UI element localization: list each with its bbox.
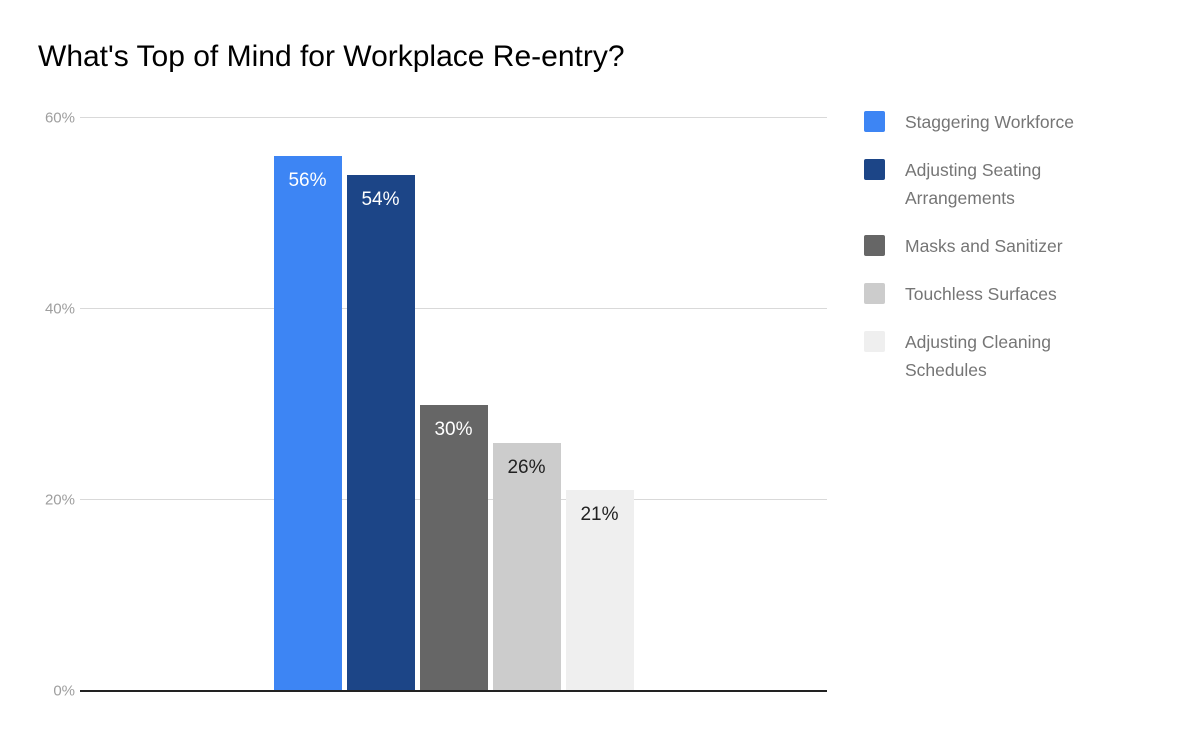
bars: 56% 54% 30% 26% 21% bbox=[80, 118, 827, 691]
legend-label-adjusting-seating-arrangements: Adjusting Seating Arrangements bbox=[905, 160, 1042, 208]
y-tick-label-20%: 20% bbox=[44, 491, 75, 509]
legend-item-masks-and-sanitizer: Masks and Sanitizer bbox=[864, 232, 1174, 260]
legend-swatch-icon-adjusting-seating-arrangements bbox=[864, 159, 885, 180]
bar-value-label-touchless-surfaces: 26% bbox=[507, 456, 546, 478]
legend: Staggering Workforce Adjusting Seating Ar… bbox=[864, 108, 1174, 384]
legend-item-staggering-workforce: Staggering Workforce bbox=[864, 108, 1174, 136]
bar-value-label-adjusting-seating-arrangements: 54% bbox=[361, 189, 400, 211]
legend-item-touchless-surfaces: Touchless Surfaces bbox=[864, 280, 1174, 308]
legend-swatch-icon-masks-and-sanitizer bbox=[864, 235, 885, 256]
legend-label-touchless-surfaces: Touchless Surfaces bbox=[905, 284, 1057, 304]
bar-touchless-surfaces: 26% bbox=[492, 442, 561, 691]
y-axis: 0% 20% 40% 60% bbox=[0, 110, 75, 700]
chart-title: What's Top of Mind for Workplace Re-entr… bbox=[38, 40, 625, 73]
bar-staggering-workforce: 56% bbox=[273, 156, 342, 691]
gridline-60% bbox=[80, 117, 827, 118]
y-tick-label-40%: 40% bbox=[44, 300, 75, 318]
x-axis-line bbox=[80, 690, 827, 692]
legend-swatch-icon-touchless-surfaces bbox=[864, 283, 885, 304]
y-tick-label-0%: 0% bbox=[53, 682, 75, 700]
bar-masks-and-sanitizer: 30% bbox=[419, 404, 488, 691]
y-tick-label-60%: 60% bbox=[44, 109, 75, 127]
legend-swatch-icon-adjusting-cleaning-schedules bbox=[864, 331, 885, 352]
legend-item-adjusting-seating-arrangements: Adjusting Seating Arrangements bbox=[864, 156, 1174, 212]
bar-value-label-masks-and-sanitizer: 30% bbox=[434, 418, 473, 440]
legend-item-adjusting-cleaning-schedules: Adjusting Cleaning Schedules bbox=[864, 328, 1174, 384]
legend-swatch-icon-staggering-workforce bbox=[864, 111, 885, 132]
bar-adjusting-seating-arrangements: 54% bbox=[346, 175, 415, 691]
plot-area: 56% 54% 30% 26% 21% bbox=[80, 117, 827, 692]
bar-adjusting-cleaning-schedules: 21% bbox=[565, 490, 634, 691]
legend-label-masks-and-sanitizer: Masks and Sanitizer bbox=[905, 236, 1063, 256]
gridline-40% bbox=[80, 308, 827, 309]
bar-value-label-staggering-workforce: 56% bbox=[288, 170, 327, 192]
legend-label-staggering-workforce: Staggering Workforce bbox=[905, 112, 1074, 132]
bar-value-label-adjusting-cleaning-schedules: 21% bbox=[580, 504, 619, 526]
legend-label-adjusting-cleaning-schedules: Adjusting Cleaning Schedules bbox=[905, 332, 1051, 380]
